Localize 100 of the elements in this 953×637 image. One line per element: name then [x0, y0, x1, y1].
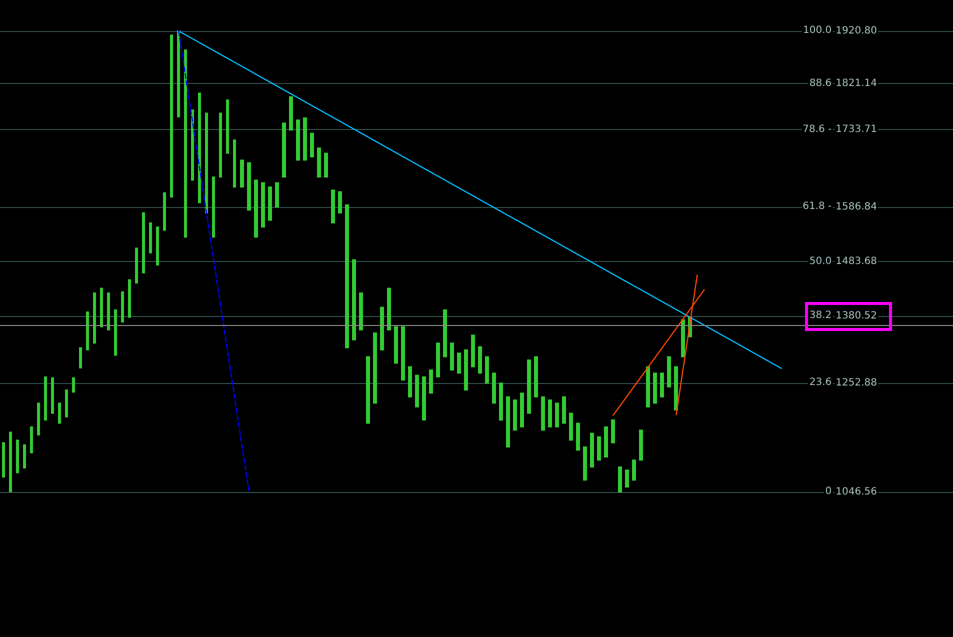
y-tick-label: 1920.80 — [836, 26, 877, 36]
candlestick — [184, 49, 187, 238]
candlestick — [394, 326, 398, 364]
candlestick — [653, 372, 657, 404]
candlestick — [219, 112, 222, 178]
candlestick — [282, 122, 286, 178]
candlestick — [387, 288, 391, 330]
candlestick — [352, 259, 356, 340]
candlestick — [436, 342, 440, 378]
candlestick — [317, 147, 321, 178]
candlestick — [604, 426, 608, 458]
annotation: 23.6 — [808, 377, 833, 390]
candlestick — [107, 292, 110, 330]
candlestick — [23, 444, 26, 469]
candlestick — [261, 182, 265, 228]
candlestick — [156, 226, 159, 266]
candlestick — [499, 382, 503, 421]
candlestick — [30, 426, 33, 454]
candlestick — [16, 440, 19, 474]
candlestick — [576, 422, 580, 451]
candlestick — [268, 186, 272, 221]
candlestick — [93, 292, 96, 344]
candlestick — [114, 309, 117, 356]
candlestick — [401, 326, 405, 380]
candlestick — [72, 377, 75, 393]
candlestick — [254, 180, 258, 238]
candlestick — [660, 372, 664, 398]
candlestick — [520, 392, 524, 428]
candlestick — [303, 117, 307, 161]
candlestick — [506, 396, 510, 448]
annotation: 50.0 — [808, 256, 833, 268]
candlestick — [135, 248, 138, 284]
annotation: 78.6 - — [802, 124, 833, 136]
candlestick — [429, 369, 433, 394]
candlestick — [555, 402, 559, 428]
candlestick — [37, 402, 40, 436]
candlestick — [338, 191, 342, 214]
candlestick — [345, 204, 349, 348]
candlestick — [240, 160, 244, 188]
candlestick — [205, 112, 208, 214]
candlestick — [233, 140, 236, 188]
candlestick — [639, 430, 643, 461]
candlestick — [562, 396, 566, 424]
y-tick-label: 1733.71 — [836, 124, 877, 136]
annotation: 61.8 - — [802, 201, 833, 214]
candlestick — [310, 132, 314, 158]
annotation: 38.2 — [808, 310, 833, 322]
candlestick — [513, 400, 517, 431]
candlestick — [58, 402, 61, 424]
candlestick — [674, 366, 678, 411]
candlestick — [618, 466, 622, 492]
candlestick — [44, 376, 47, 421]
candlestick — [149, 222, 152, 254]
candlestick — [422, 376, 426, 421]
candlestick — [450, 342, 454, 370]
candlestick — [275, 182, 279, 208]
annotation: 100.0 — [802, 25, 833, 37]
annotation: 88.6 — [808, 78, 833, 90]
candlestick — [569, 412, 573, 441]
candlestick — [366, 356, 370, 424]
candlestick — [408, 366, 412, 398]
candlestick — [415, 374, 419, 408]
candlestick — [611, 420, 615, 444]
candlestick — [2, 442, 5, 478]
candlestick — [65, 389, 68, 418]
candlestick — [296, 120, 300, 161]
candlestick — [142, 212, 145, 274]
y-tick-label: 1586.84 — [836, 202, 877, 213]
annotation: 0 — [824, 486, 833, 498]
candlestick — [198, 92, 201, 204]
candlestick — [226, 99, 229, 154]
candlestick — [471, 334, 475, 368]
candlestick — [373, 332, 377, 404]
candlestick — [681, 319, 685, 358]
y-tick-label: 1252.88 — [836, 378, 877, 389]
candlestick — [541, 396, 545, 431]
candlestick — [457, 352, 461, 374]
candlestick — [79, 347, 82, 368]
y-tick-label: 1380.52 — [836, 310, 877, 322]
candlestick — [9, 432, 12, 492]
candlestick — [128, 279, 131, 318]
candlestick — [478, 346, 482, 374]
y-tick-label: 1046.56 — [836, 486, 877, 498]
candlestick — [527, 359, 531, 414]
candlestick — [597, 436, 601, 461]
candlestick — [380, 306, 384, 350]
candlestick — [646, 366, 650, 408]
candlestick — [331, 190, 335, 224]
candlestick — [492, 372, 496, 404]
candlestick — [121, 291, 124, 322]
candlestick — [86, 311, 89, 350]
candlestick — [247, 162, 251, 211]
candlestick — [625, 470, 629, 488]
candlestick — [51, 377, 54, 414]
candlestick — [177, 30, 180, 118]
y-tick-label: 1821.14 — [836, 78, 877, 90]
candlestick — [583, 446, 587, 481]
candlestick — [289, 96, 293, 131]
candlestick — [464, 349, 468, 390]
y-tick-label: 1483.68 — [836, 256, 877, 267]
